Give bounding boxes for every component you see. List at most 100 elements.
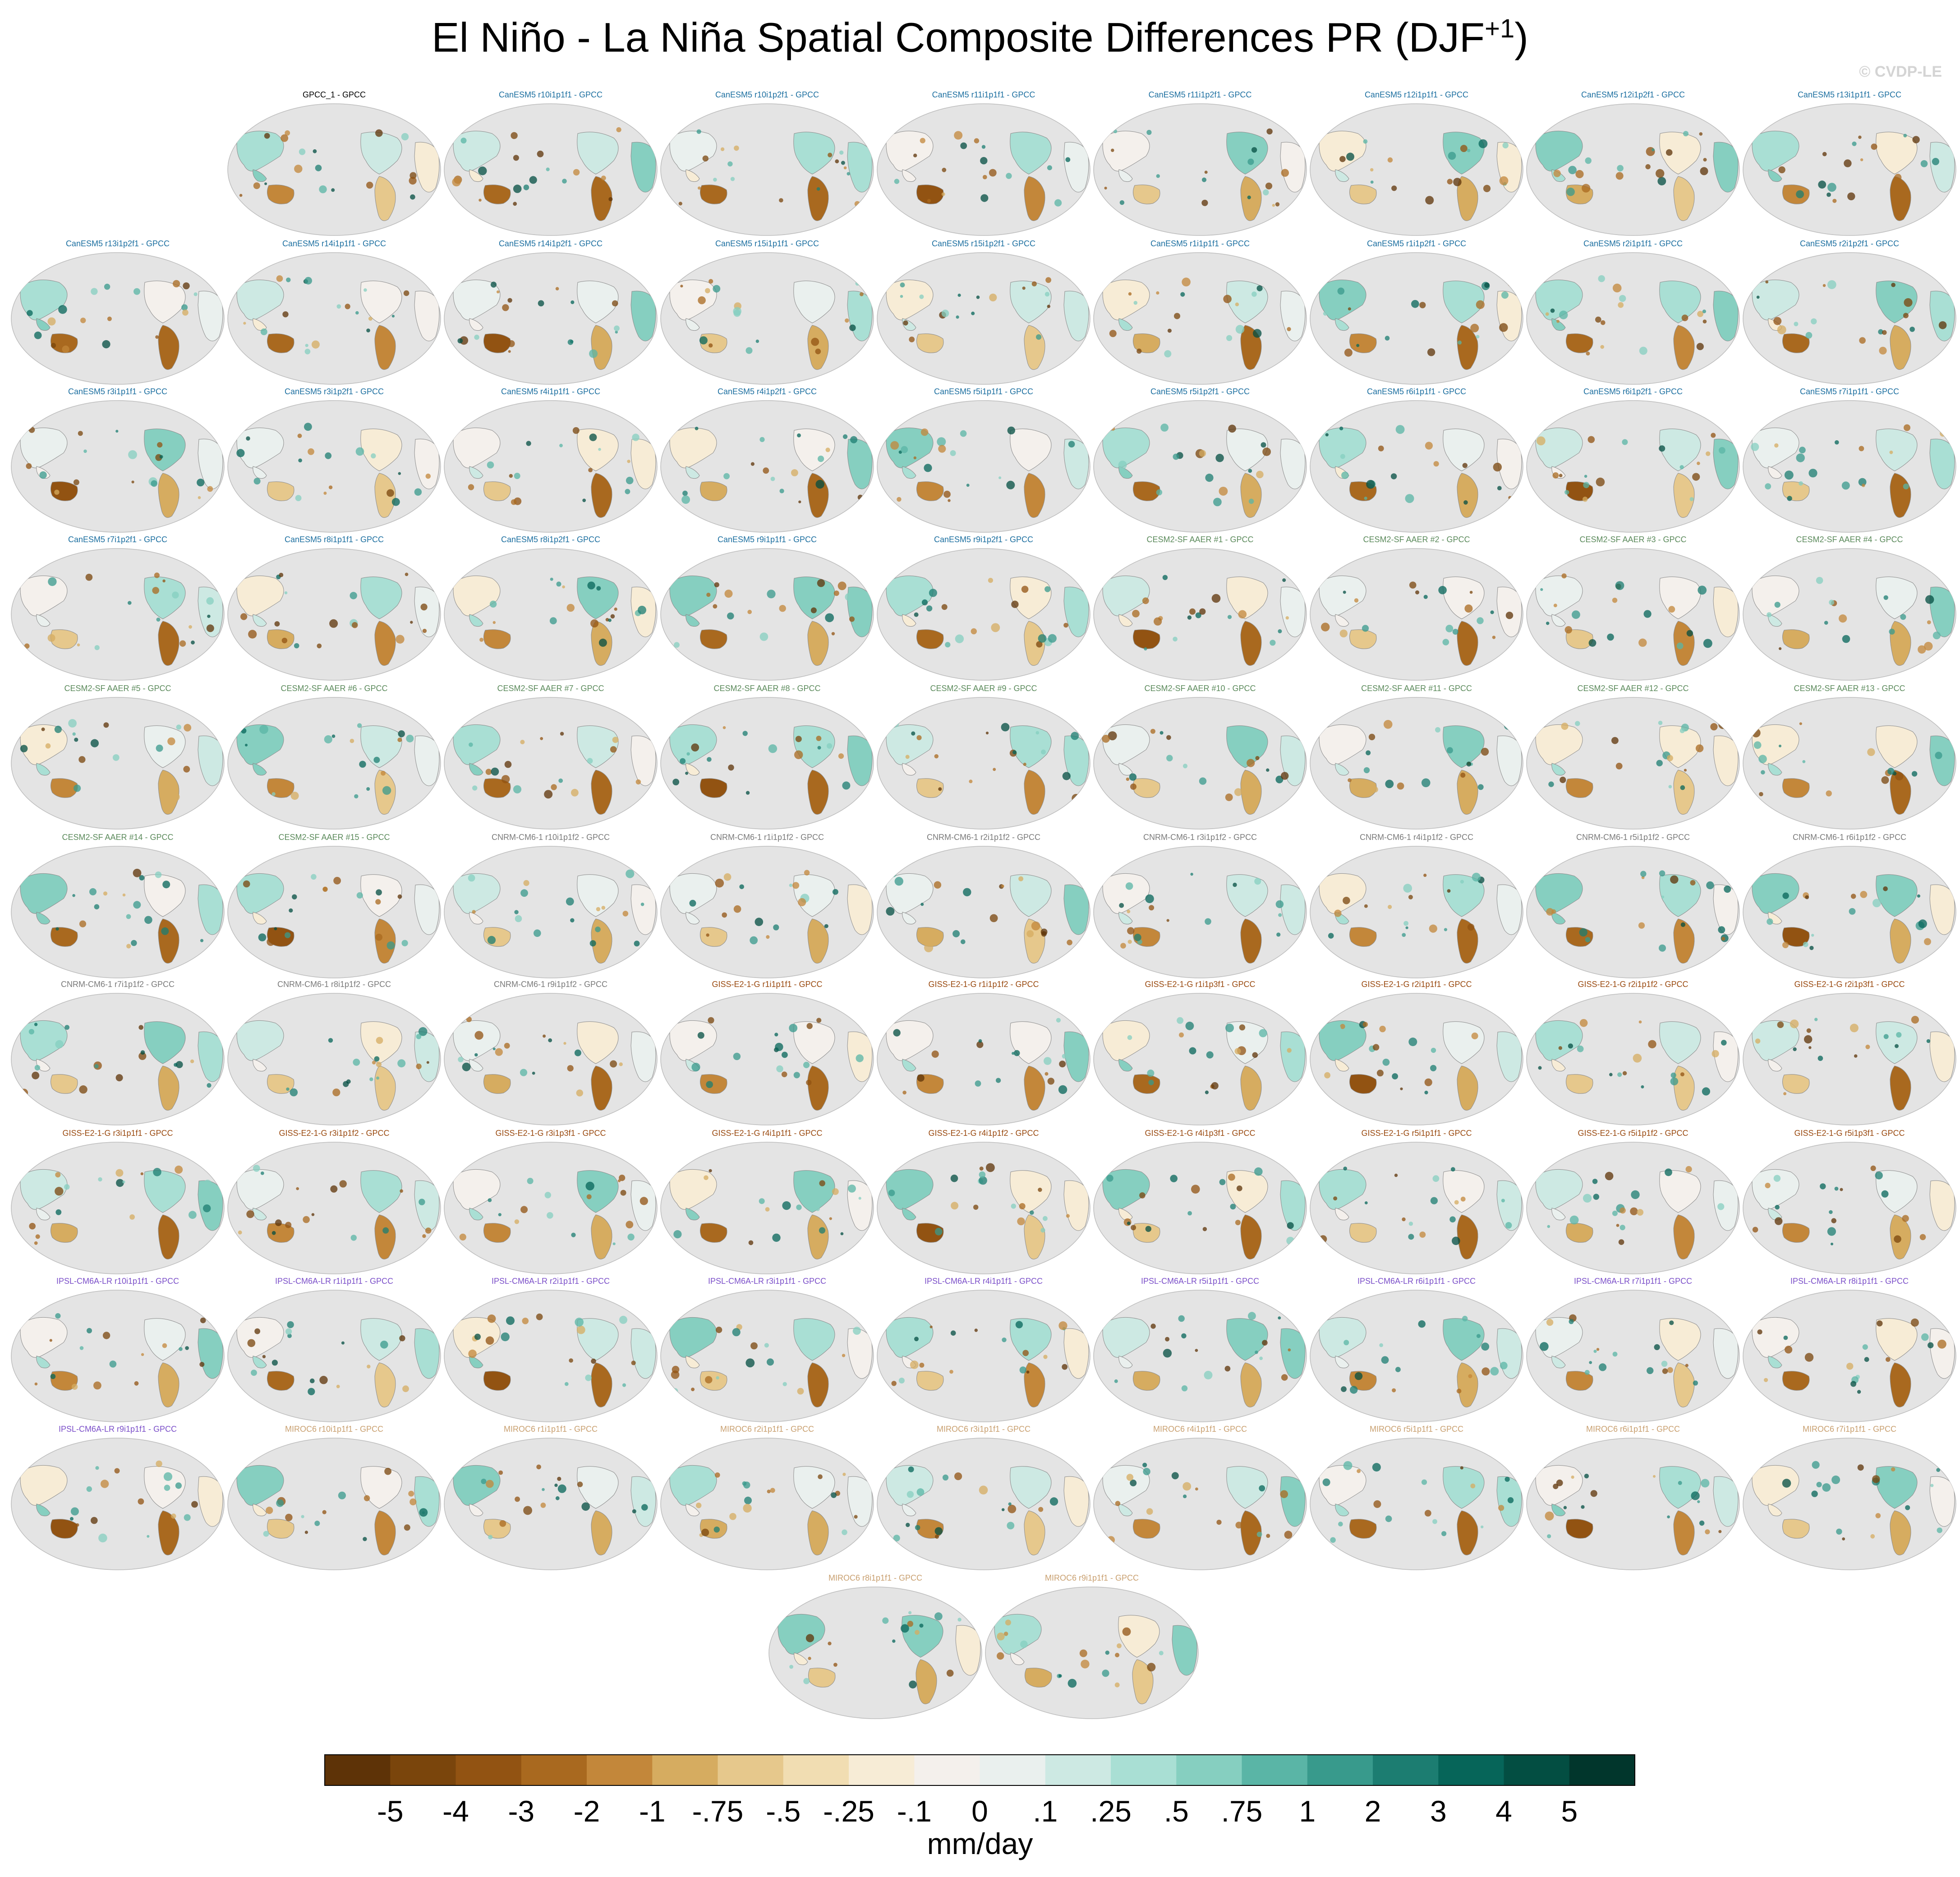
panel-map [1741,1288,1958,1424]
anomaly-patch [739,884,744,890]
anomaly-patch [1145,1226,1151,1232]
anomaly-patch [115,1074,123,1082]
anomaly-patch [674,642,680,648]
anomaly-patch [1338,1522,1343,1527]
anomaly-patch [929,589,937,597]
anomaly-patch [976,295,980,299]
anomaly-patch [1019,1203,1026,1209]
panel-map [1741,547,1958,682]
anomaly-patch [635,779,641,785]
map-panel: CanESM5 r13i1p2f1 - GPCC [9,239,226,388]
map-plot [1526,103,1740,236]
globe-outline [227,400,441,533]
anomaly-patch [1804,1035,1813,1044]
anomaly-patch [1400,1087,1403,1090]
anomaly-patch [1370,168,1374,172]
anomaly-patch [1668,606,1675,613]
anomaly-patch [175,1165,183,1174]
map-plot [1743,548,1956,681]
anomaly-patch [1278,629,1282,633]
anomaly-patch [285,130,290,136]
anomaly-patch [908,1611,912,1614]
anomaly-patch [376,889,382,896]
anomaly-patch [1667,1367,1673,1373]
anomaly-patch [540,737,543,740]
anomaly-patch [1065,157,1071,162]
anomaly-patch [1873,899,1881,908]
land-region [700,778,727,798]
anomaly-patch [1445,625,1454,632]
anomaly-patch [1918,645,1926,654]
anomaly-patch [1248,1312,1256,1320]
land-region [1782,1371,1810,1391]
anomaly-patch [1751,728,1761,738]
map-plot [227,1438,441,1570]
anomaly-patch [916,735,922,740]
anomaly-patch [1171,1472,1179,1480]
globe-outline [11,993,225,1125]
land-region [807,1214,829,1259]
anomaly-patch [845,318,849,323]
map-panel: CanESM5 r12i1p2f1 - GPCC [1524,90,1742,239]
anomaly-patch [478,166,487,175]
anomaly-patch [1835,440,1839,445]
anomaly-patch [179,640,186,647]
globe-outline [444,548,658,681]
anomaly-patch [1026,1370,1030,1374]
land-region [1535,427,1583,468]
anomaly-patch [1652,148,1655,152]
anomaly-patch [1270,640,1276,646]
anomaly-patch [329,619,338,628]
anomaly-patch [1582,184,1591,193]
anomaly-patch [131,940,137,946]
land-region [807,1362,829,1407]
anomaly-patch [172,591,179,599]
anomaly-patch [1119,903,1124,908]
anomaly-patch [126,914,131,919]
anomaly-patch [1011,1204,1016,1209]
panel-map [1524,992,1742,1127]
anomaly-patch [462,1062,471,1071]
anomaly-patch [1364,904,1368,908]
anomaly-patch [93,1381,101,1390]
anomaly-patch [154,572,160,578]
anomaly-patch [366,328,370,332]
anomaly-patch [831,632,835,636]
anomaly-patch [474,1031,483,1040]
anomaly-patch [363,1537,367,1541]
anomaly-patch [401,133,409,141]
anomaly-patch [182,309,189,316]
anomaly-patch [706,1081,713,1088]
anomaly-patch [107,316,112,321]
land-region [1335,763,1349,776]
anomaly-patch [191,640,195,645]
anomaly-patch [722,726,726,729]
map-panel: CanESM5 r8i1p2f1 - GPCC [442,535,659,684]
map-plot [1743,1438,1956,1570]
anomaly-patch [1545,1511,1554,1521]
map-panel: CanESM5 r3i1p2f1 - GPCC [225,387,443,536]
anomaly-patch [1850,1024,1859,1033]
land-region [1240,918,1262,964]
land-region [1782,333,1810,353]
anomaly-patch [1924,641,1933,651]
anomaly-patch [638,605,646,614]
globe-outline [660,548,874,681]
anomaly-patch [206,597,214,605]
anomaly-patch [1910,1318,1919,1327]
land-region [669,575,717,616]
land-region [1782,481,1810,501]
map-plot [11,993,225,1125]
anomaly-patch [511,499,517,505]
anomaly-patch [514,910,519,914]
anomaly-patch [1751,443,1759,451]
panel-map [1524,1288,1742,1424]
anomaly-patch [1638,922,1645,929]
anomaly-patch [575,1318,584,1327]
anomaly-patch [1661,895,1665,899]
anomaly-patch [1447,889,1451,893]
land-region [1133,184,1160,204]
map-plot [660,846,874,978]
land-region [591,1214,612,1259]
anomaly-patch [1569,1319,1574,1324]
